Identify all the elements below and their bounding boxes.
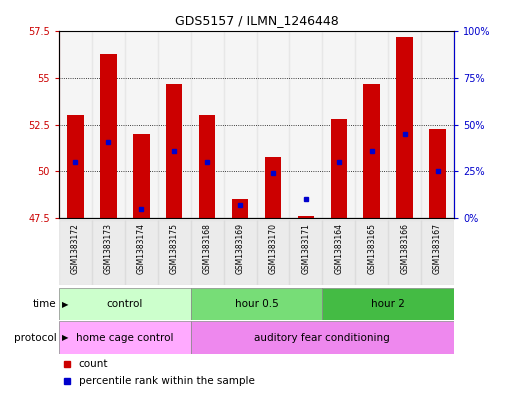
Bar: [330, 119, 347, 218]
Text: ▶: ▶: [62, 300, 68, 309]
Bar: [256, 220, 289, 285]
Bar: [59, 288, 191, 320]
Bar: [388, 220, 421, 285]
Text: GSM1383174: GSM1383174: [137, 223, 146, 274]
Bar: [59, 31, 92, 218]
Text: percentile rank within the sample: percentile rank within the sample: [79, 376, 254, 386]
Bar: [157, 31, 191, 218]
Text: GSM1383173: GSM1383173: [104, 223, 113, 274]
Bar: [397, 37, 413, 218]
Bar: [364, 84, 380, 218]
Text: ▶: ▶: [62, 333, 68, 342]
Bar: [92, 31, 125, 218]
Text: time: time: [33, 299, 56, 309]
Bar: [421, 31, 454, 218]
Text: count: count: [79, 359, 108, 369]
Bar: [421, 220, 454, 285]
Text: hour 2: hour 2: [371, 299, 405, 309]
Text: GSM1383166: GSM1383166: [400, 223, 409, 274]
Bar: [388, 31, 421, 218]
Bar: [191, 321, 454, 354]
Text: GSM1383164: GSM1383164: [334, 223, 343, 274]
Bar: [125, 220, 158, 285]
Bar: [256, 31, 289, 218]
Bar: [166, 84, 183, 218]
Text: GSM1383171: GSM1383171: [301, 223, 310, 274]
Bar: [59, 321, 191, 354]
Bar: [322, 31, 355, 218]
Bar: [191, 220, 224, 285]
Text: auditory fear conditioning: auditory fear conditioning: [254, 332, 390, 343]
Text: GSM1383169: GSM1383169: [235, 223, 245, 274]
Bar: [100, 54, 116, 218]
Bar: [355, 31, 388, 218]
Bar: [191, 31, 224, 218]
Bar: [59, 220, 92, 285]
Bar: [224, 31, 256, 218]
Bar: [289, 31, 322, 218]
Bar: [133, 134, 149, 218]
Text: GSM1383175: GSM1383175: [170, 223, 179, 274]
Text: hour 0.5: hour 0.5: [234, 299, 279, 309]
Text: GDS5157 / ILMN_1246448: GDS5157 / ILMN_1246448: [174, 14, 339, 27]
Bar: [289, 220, 322, 285]
Text: control: control: [107, 299, 143, 309]
Bar: [265, 156, 281, 218]
Text: GSM1383167: GSM1383167: [433, 223, 442, 274]
Bar: [429, 129, 446, 218]
Text: GSM1383170: GSM1383170: [268, 223, 278, 274]
Text: GSM1383165: GSM1383165: [367, 223, 376, 274]
Bar: [355, 220, 388, 285]
Bar: [232, 199, 248, 218]
Bar: [158, 220, 191, 285]
Bar: [322, 220, 355, 285]
Text: protocol: protocol: [14, 332, 56, 343]
Text: home cage control: home cage control: [76, 332, 173, 343]
Bar: [199, 116, 215, 218]
Bar: [125, 31, 157, 218]
Bar: [224, 220, 256, 285]
Bar: [322, 288, 454, 320]
Bar: [191, 288, 322, 320]
Bar: [298, 216, 314, 218]
Text: GSM1383168: GSM1383168: [203, 223, 212, 274]
Bar: [67, 116, 84, 218]
Bar: [92, 220, 125, 285]
Text: GSM1383172: GSM1383172: [71, 223, 80, 274]
